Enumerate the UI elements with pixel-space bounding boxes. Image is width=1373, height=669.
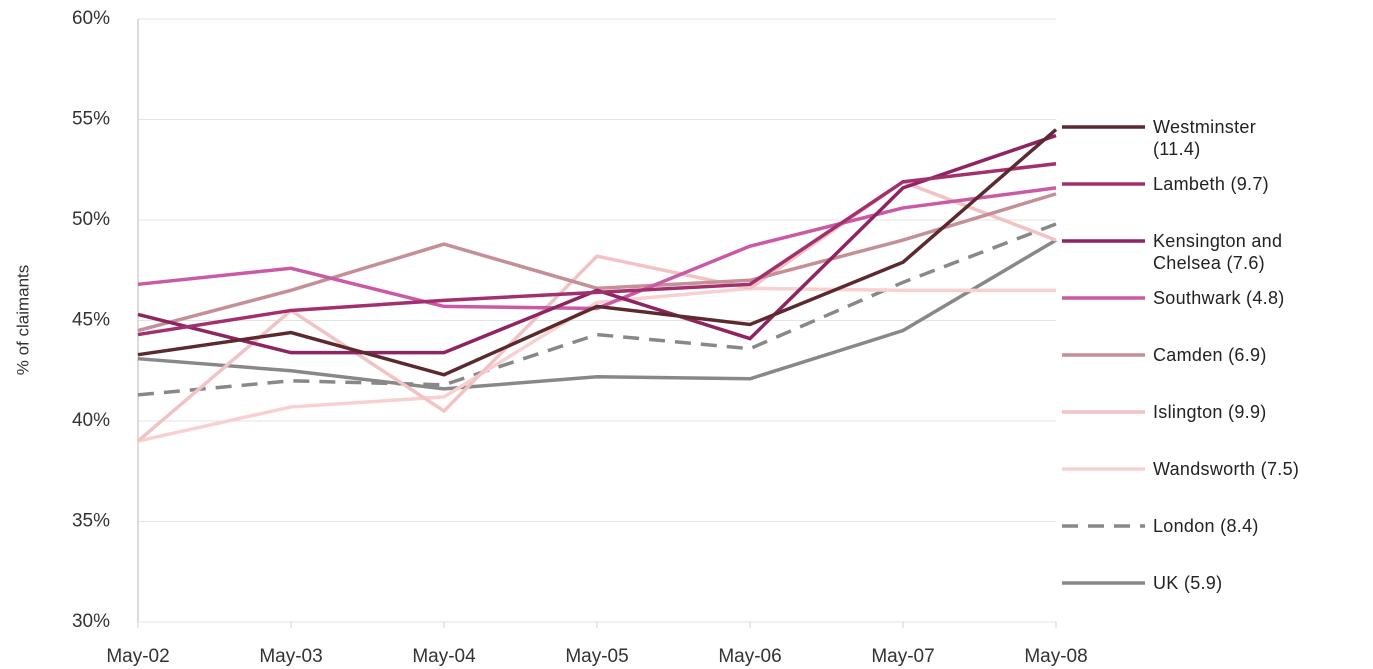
series-line [137,128,1058,377]
x-tick-label: May-04 [412,646,476,667]
series-line [137,161,1057,337]
legend-label: Westminster (11.4) [1153,117,1256,159]
legend-label: Kensington and Chelsea (7.6) [1153,231,1283,273]
x-tick-label: May-06 [718,646,781,667]
legend-label: Camden (6.9) [1153,345,1267,365]
series-line [137,222,1057,397]
y-tick-label: 35% [72,511,110,532]
x-tick-label: May-07 [871,646,934,667]
y-tick-label: 50% [72,209,110,230]
legend-label: Wandsworth (7.5) [1153,459,1300,479]
y-tick-label: 30% [72,611,110,632]
series-line [137,186,1057,311]
legend-label: Islington (9.9) [1153,402,1267,422]
y-tick-label: 40% [72,410,110,431]
y-tick-label: 60% [72,8,110,29]
series-line [137,286,1056,443]
series-line [137,192,1057,333]
x-tick-label: May-08 [1024,646,1087,667]
legend-label: Lambeth (9.7) [1153,174,1269,194]
series-line [137,133,1057,355]
legend-label: London (8.4) [1153,516,1259,536]
y-axis-label: % of claimants [13,265,32,376]
series-line [137,238,1057,391]
legend-label: Southwark (4.8) [1153,288,1285,308]
x-tick-label: May-03 [259,646,322,667]
x-tick-label: May-02 [106,646,169,667]
y-tick-label: 55% [72,109,110,130]
y-tick-label: 45% [72,310,110,331]
x-tick-label: May-05 [565,646,628,667]
legend-label: UK (5.9) [1153,573,1223,593]
